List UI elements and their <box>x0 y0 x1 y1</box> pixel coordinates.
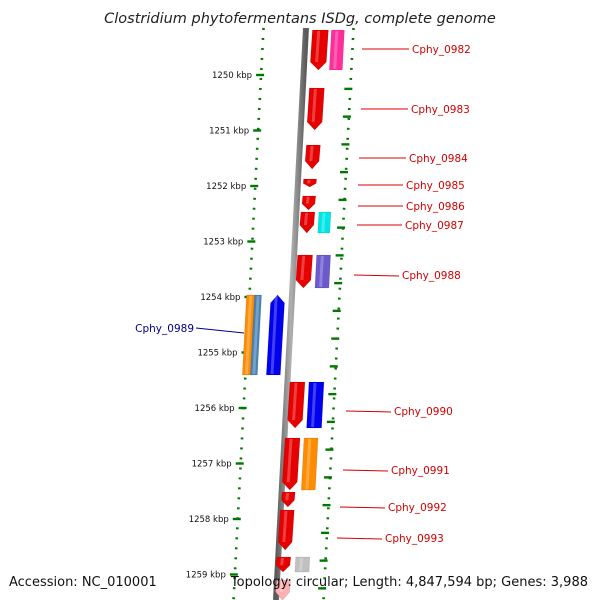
feature-cphy-0988-shine <box>300 256 306 280</box>
kbp-label-1251: 1251 kbp <box>209 127 249 137</box>
feature-cphy-0988[interactable] <box>295 254 313 289</box>
feature-cphy-0985[interactable] <box>302 178 317 188</box>
kbp-label-1259: 1259 kbp <box>186 571 226 581</box>
feature-cphy-0987-domain-shine <box>321 213 326 232</box>
gene-label-cphy-0986[interactable]: Cphy_0986 <box>406 201 465 213</box>
feature-cphy-0988-domain-shine <box>319 256 324 287</box>
feature-next-shine <box>279 581 284 592</box>
gene-label-cphy-0983[interactable]: Cphy_0983 <box>411 104 470 116</box>
feature-cphy-0982-shine <box>315 31 321 62</box>
feature-cphy-0987[interactable] <box>299 211 316 234</box>
feature-cphy-0990-shine <box>292 383 298 420</box>
feature-cphy-0993[interactable] <box>277 509 295 551</box>
feature-cphy-0991-domain[interactable] <box>300 437 319 491</box>
gene-labels: Cphy_0982 Cphy_0983 Cphy_0984 Cphy_0985 … <box>135 44 471 545</box>
feature-cphy-0982[interactable] <box>310 29 329 71</box>
gene-label-cphy-0987[interactable]: Cphy_0987 <box>405 220 464 232</box>
feature-cphy-0994-shine <box>280 558 284 566</box>
feature-cphy-0983[interactable] <box>306 87 325 131</box>
feature-cphy-0988-domain[interactable] <box>314 254 331 289</box>
feature-cphy-0987-shine <box>303 213 309 225</box>
kbp-label-1258: 1258 kbp <box>189 515 229 525</box>
gene-label-cphy-0988[interactable]: Cphy_0988 <box>402 270 461 282</box>
leader-line <box>345 410 392 413</box>
feature-cphy-0983-shine <box>311 89 317 122</box>
feature-cphy-0987-domain[interactable] <box>317 211 332 234</box>
feature-cphy-0994[interactable] <box>275 556 292 573</box>
accession-text: Accession: NC_010001 <box>9 575 157 590</box>
gene-label-cphy-0990[interactable]: Cphy_0990 <box>394 406 453 418</box>
feature-cphy-0982-domain-shine <box>333 31 339 69</box>
kbp-label-1253: 1253 kbp <box>203 238 243 248</box>
feature-cphy-0989-domain-b-shine <box>252 296 260 374</box>
gene-label-cphy-0985[interactable]: Cphy_0985 <box>406 180 465 192</box>
feature-cphy-0992-shine <box>285 493 290 501</box>
kbp-label-1254: 1254 kbp <box>200 293 240 303</box>
leader-line <box>353 274 400 277</box>
feature-cphy-0984[interactable] <box>304 144 321 170</box>
kbp-label-1257: 1257 kbp <box>192 460 232 470</box>
feature-cphy-0984-shine <box>309 146 314 161</box>
kbp-scale: 1250 kbp 1251 kbp 1252 kbp 1253 kbp 1254… <box>186 71 353 590</box>
feature-cphy-0989[interactable] <box>266 294 285 376</box>
feature-cphy-0991-shine <box>286 439 293 482</box>
map-title: Clostridium phytofermentans ISDg, comple… <box>104 11 496 27</box>
gene-label-cphy-0991[interactable]: Cphy_0991 <box>391 465 450 477</box>
gene-label-cphy-0993[interactable]: Cphy_0993 <box>385 533 444 545</box>
leader-line <box>336 537 383 540</box>
feature-cphy-0994-domain[interactable] <box>294 556 311 573</box>
kbp-label-1250: 1250 kbp <box>212 71 252 81</box>
feature-cphy-0989-shine <box>270 296 278 374</box>
leader-line <box>195 327 245 334</box>
feature-cphy-0985-shine <box>307 180 311 184</box>
feature-cphy-0986-shine <box>305 197 310 204</box>
kbp-label-1255: 1255 kbp <box>197 349 237 359</box>
feature-cphy-0993-shine <box>282 511 288 542</box>
feature-cphy-0990[interactable] <box>287 381 306 429</box>
feature-cphy-0991-domain-shine <box>305 439 312 489</box>
feature-cphy-0994-domain-shine <box>299 558 303 571</box>
genome-backbone <box>273 27 309 600</box>
feature-cphy-0989-domain-b[interactable] <box>250 294 262 376</box>
feature-cphy-0990-domain-shine <box>311 383 317 427</box>
feature-cphy-0991[interactable] <box>281 437 301 491</box>
kbp-label-1256: 1256 kbp <box>195 404 235 414</box>
gene-label-cphy-0984[interactable]: Cphy_0984 <box>409 153 468 165</box>
lane-guide <box>322 27 355 600</box>
label-leaders <box>195 48 409 540</box>
kbp-label-1252: 1252 kbp <box>206 182 246 192</box>
gene-features <box>242 29 345 600</box>
gene-label-cphy-0992[interactable]: Cphy_0992 <box>388 502 447 514</box>
feature-cphy-0986[interactable] <box>301 195 317 211</box>
feature-next[interactable] <box>275 579 291 600</box>
feature-cphy-0990-domain[interactable] <box>306 381 325 429</box>
feature-cphy-0989-domain-a-shine <box>245 296 253 374</box>
gene-label-cphy-0989[interactable]: Cphy_0989 <box>135 323 194 335</box>
feature-cphy-0982-domain[interactable] <box>329 29 345 71</box>
feature-cphy-0992[interactable] <box>281 491 296 508</box>
topology-text: Topology: circular; Length: 4,847,594 bp… <box>230 575 588 590</box>
gene-label-cphy-0982[interactable]: Cphy_0982 <box>412 44 471 56</box>
leader-line <box>342 469 389 472</box>
leader-line <box>339 506 386 509</box>
